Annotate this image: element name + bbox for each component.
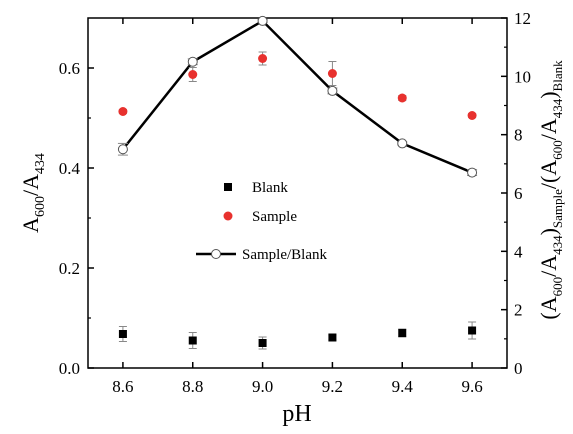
data-point-sample <box>188 70 198 79</box>
data-point-blank <box>398 329 407 337</box>
right-y-tick-label: 10 <box>514 67 531 86</box>
x-tick-label: 8.6 <box>112 377 133 396</box>
left-y-tick-label: 0.4 <box>59 159 81 178</box>
legend-entry-blank: Blank <box>224 180 288 196</box>
data-point-sample <box>118 107 128 116</box>
data-point-sample <box>397 93 407 103</box>
data-point-blank <box>468 326 477 335</box>
legend-marker-blank <box>224 183 232 191</box>
x-tick-label: 9.6 <box>461 377 482 396</box>
legend-entry-sample: Sample <box>223 209 297 225</box>
x-tick-label: 9.0 <box>252 377 273 396</box>
data-point-sample-blank <box>397 138 408 149</box>
plot-frame <box>87 17 508 369</box>
right-y-tick-label: 4 <box>514 242 523 261</box>
data-point-sample-blank <box>467 167 478 178</box>
right-y-tick-label: 0 <box>514 359 523 378</box>
left-y-tick-label: 0.2 <box>59 259 80 278</box>
x-axis: 8.6 8.8 9.0 9.2 9.4 9.6 <box>112 18 483 396</box>
data-point-blank <box>328 333 337 342</box>
right-y-axis: 0 2 4 6 8 10 12 <box>501 9 531 378</box>
right-y-axis-title: (A600/A434)Sample/(A600/A434)Blank <box>536 60 565 320</box>
x-axis-title: pH <box>282 401 311 427</box>
data-point-blank <box>118 330 127 338</box>
legend-label-ratio: Sample/Blank <box>242 247 327 263</box>
right-y-tick-label: 12 <box>514 9 531 28</box>
right-y-tick-label: 8 <box>514 126 523 145</box>
x-tick-label: 8.8 <box>182 377 203 396</box>
data-point-sample <box>258 54 268 63</box>
left-y-axis: 0.0 0.2 0.4 0.6 <box>59 59 94 378</box>
legend-label-sample: Sample <box>252 209 297 225</box>
data-point-blank <box>258 339 267 347</box>
x-tick-label: 9.4 <box>392 377 414 396</box>
data-point-sample-blank <box>117 144 128 155</box>
left-y-tick-label: 0.0 <box>59 359 80 378</box>
legend-entry-ratio: Sample/Blank <box>196 247 327 263</box>
right-y-tick-label: 2 <box>514 301 523 320</box>
series-line-sample-blank <box>121 19 473 174</box>
data-point-sample <box>327 69 337 78</box>
legend-label-blank: Blank <box>252 180 288 196</box>
right-y-tick-label: 6 <box>514 184 523 203</box>
legend: Blank Sample Sample/Blank <box>196 180 327 263</box>
legend-marker-ratio <box>211 249 221 259</box>
data-point-sample <box>467 111 477 120</box>
x-tick-label: 9.2 <box>322 377 343 396</box>
plot-marks <box>117 15 478 350</box>
left-y-axis-title: A600/A434 <box>18 153 48 233</box>
data-point-sample-blank <box>187 56 198 67</box>
data-point-blank <box>188 336 197 345</box>
left-y-tick-label: 0.6 <box>59 59 80 78</box>
data-point-sample-blank <box>257 15 268 26</box>
data-point-sample-blank <box>327 85 338 96</box>
legend-marker-sample <box>223 211 233 221</box>
